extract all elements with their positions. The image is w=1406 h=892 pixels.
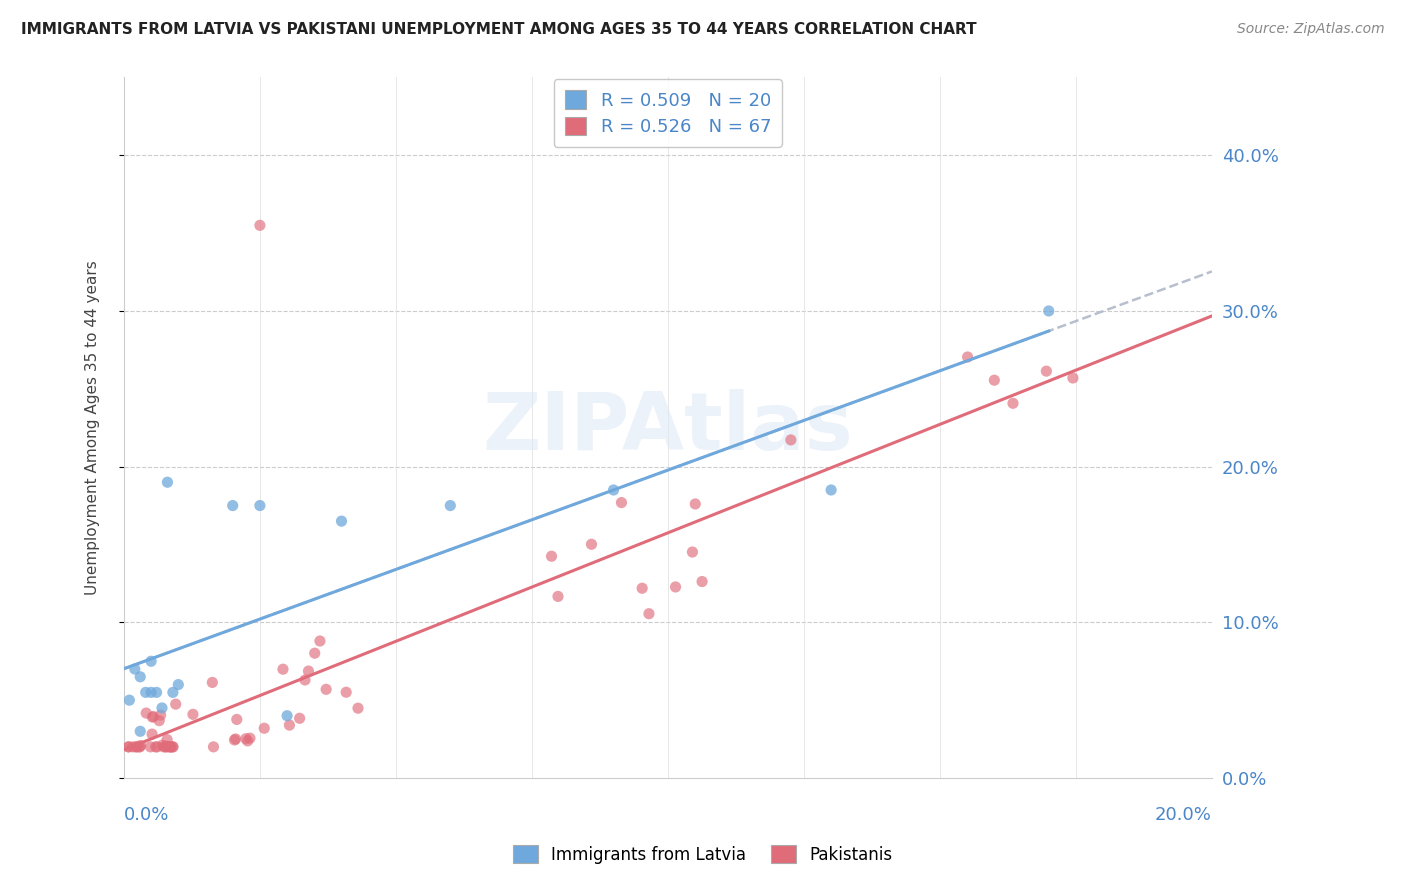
- Point: [222, 499, 245, 513]
- Point: [156, 739, 179, 754]
- Point: [235, 731, 257, 746]
- Point: [236, 734, 259, 748]
- Point: [181, 707, 204, 722]
- Point: [201, 675, 224, 690]
- Point: [253, 721, 276, 735]
- Point: [664, 580, 686, 594]
- Point: [278, 718, 301, 732]
- Point: [159, 739, 181, 754]
- Point: [681, 545, 703, 559]
- Point: [162, 739, 184, 754]
- Point: [335, 685, 357, 699]
- Point: [149, 708, 172, 723]
- Text: ZIPAtlas: ZIPAtlas: [482, 389, 853, 467]
- Y-axis label: Unemployment Among Ages 35 to 44 years: Unemployment Among Ages 35 to 44 years: [86, 260, 100, 595]
- Point: [117, 739, 139, 754]
- Point: [162, 685, 184, 699]
- Point: [135, 685, 157, 699]
- Point: [139, 685, 162, 699]
- Point: [631, 581, 654, 595]
- Point: [304, 646, 326, 660]
- Point: [129, 724, 152, 739]
- Point: [157, 739, 180, 754]
- Point: [309, 634, 332, 648]
- Point: [141, 710, 163, 724]
- Point: [1035, 364, 1057, 378]
- Point: [288, 711, 311, 725]
- Legend: R = 0.509   N = 20, R = 0.526   N = 67: R = 0.509 N = 20, R = 0.526 N = 67: [554, 79, 782, 147]
- Point: [540, 549, 562, 564]
- Point: [225, 731, 247, 746]
- Point: [547, 590, 569, 604]
- Point: [155, 739, 177, 754]
- Point: [156, 732, 179, 747]
- Text: IMMIGRANTS FROM LATVIA VS PAKISTANI UNEMPLOYMENT AMONG AGES 35 TO 44 YEARS CORRE: IMMIGRANTS FROM LATVIA VS PAKISTANI UNEM…: [21, 22, 977, 37]
- Point: [146, 739, 169, 754]
- Point: [165, 697, 187, 711]
- Point: [148, 714, 170, 728]
- Point: [139, 654, 162, 668]
- Text: 20.0%: 20.0%: [1156, 806, 1212, 824]
- Point: [135, 706, 157, 720]
- Point: [249, 499, 271, 513]
- Point: [125, 739, 148, 754]
- Point: [162, 739, 184, 754]
- Point: [117, 739, 139, 754]
- Point: [121, 739, 143, 754]
- Point: [330, 514, 353, 528]
- Point: [150, 701, 173, 715]
- Text: Source: ZipAtlas.com: Source: ZipAtlas.com: [1237, 22, 1385, 37]
- Point: [125, 739, 148, 754]
- Point: [276, 708, 298, 723]
- Point: [602, 483, 624, 497]
- Point: [124, 662, 146, 676]
- Point: [202, 739, 225, 754]
- Point: [610, 495, 633, 509]
- Point: [297, 664, 319, 678]
- Point: [118, 693, 141, 707]
- Point: [1001, 396, 1024, 410]
- Text: 0.0%: 0.0%: [124, 806, 169, 824]
- Point: [347, 701, 370, 715]
- Point: [159, 739, 181, 754]
- Point: [129, 739, 152, 753]
- Point: [224, 733, 246, 747]
- Point: [155, 739, 177, 754]
- Point: [225, 713, 247, 727]
- Point: [271, 662, 294, 676]
- Point: [1062, 371, 1084, 385]
- Point: [160, 739, 183, 754]
- Point: [145, 685, 167, 699]
- Point: [439, 499, 461, 513]
- Point: [150, 738, 173, 752]
- Point: [820, 483, 842, 497]
- Point: [956, 350, 979, 364]
- Point: [683, 497, 706, 511]
- Point: [1038, 304, 1060, 318]
- Point: [167, 677, 190, 691]
- Point: [239, 731, 262, 746]
- Point: [249, 219, 271, 233]
- Point: [129, 670, 152, 684]
- Legend: Immigrants from Latvia, Pakistanis: Immigrants from Latvia, Pakistanis: [506, 838, 900, 871]
- Point: [152, 739, 174, 754]
- Point: [141, 727, 163, 741]
- Point: [581, 537, 603, 551]
- Point: [128, 739, 150, 754]
- Point: [779, 433, 801, 447]
- Point: [156, 475, 179, 490]
- Point: [638, 607, 661, 621]
- Point: [690, 574, 713, 589]
- Point: [294, 673, 316, 687]
- Point: [142, 709, 165, 723]
- Point: [139, 739, 162, 754]
- Point: [315, 682, 337, 697]
- Point: [128, 739, 150, 754]
- Point: [145, 739, 167, 754]
- Point: [983, 373, 1005, 387]
